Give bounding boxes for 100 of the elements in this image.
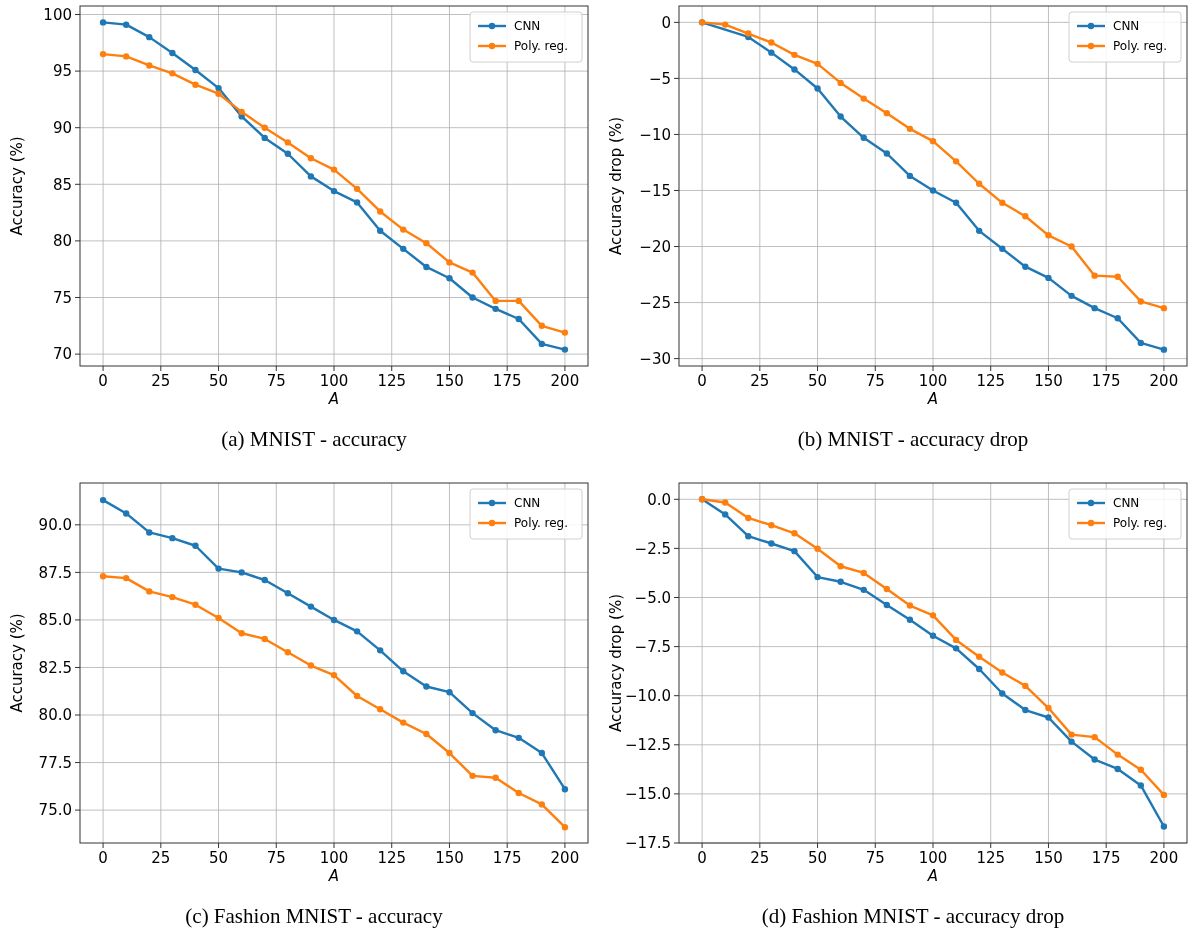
x-tick-label: 200: [550, 849, 580, 867]
x-tick-label: 0: [697, 849, 707, 867]
point: [99, 572, 107, 580]
point: [515, 734, 522, 742]
x-tick-label: 150: [435, 372, 464, 390]
point: [376, 227, 384, 234]
point: [1091, 733, 1098, 741]
point: [791, 530, 798, 537]
y-tick-label: 95: [52, 62, 72, 81]
point: [561, 329, 569, 336]
x-tick-label: 50: [808, 849, 828, 867]
point: [561, 785, 569, 793]
point: [768, 540, 775, 547]
point: [492, 727, 499, 734]
point: [860, 95, 867, 102]
point: [791, 547, 798, 555]
y-tick-label: −7.5: [634, 637, 671, 656]
point: [561, 346, 569, 353]
x-tick-label: 0: [697, 372, 707, 390]
y-tick-label: 0: [661, 13, 671, 32]
y-tick-label: −30: [639, 349, 671, 368]
point: [975, 665, 983, 673]
point: [1045, 704, 1052, 712]
x-tick-label: 150: [1034, 372, 1063, 390]
point: [975, 180, 983, 187]
point: [238, 630, 245, 637]
point: [284, 150, 292, 157]
y-tick-label: 100: [43, 5, 72, 24]
x-tick-label: 125: [377, 372, 407, 390]
point: [215, 84, 222, 92]
point: [1045, 232, 1052, 239]
point: [446, 749, 453, 757]
point: [1068, 243, 1075, 250]
point: [146, 588, 153, 595]
legend-label: CNN: [1113, 496, 1140, 511]
point: [1091, 756, 1098, 763]
y-tick-label: −25: [639, 293, 671, 312]
point: [423, 683, 430, 690]
text: (a) MNIST - accuracy: [221, 427, 408, 451]
point: [99, 50, 107, 58]
point: [906, 172, 914, 180]
x-tick-label: 150: [435, 849, 464, 867]
y-tick-label: 75: [52, 288, 72, 307]
point: [400, 719, 407, 726]
x-tick-label: 175: [1091, 849, 1121, 867]
point: [1114, 315, 1121, 322]
y-tick-label: 80: [52, 232, 72, 251]
y-tick-label: 90.0: [38, 516, 72, 535]
x-tick-label: 50: [808, 372, 828, 390]
point: [768, 522, 775, 529]
point: [122, 574, 130, 582]
point: [99, 19, 107, 26]
point: [1114, 751, 1121, 758]
point: [122, 21, 130, 28]
point: [837, 113, 844, 120]
y-axis-title: Accuracy (%): [8, 136, 26, 236]
point: [469, 294, 476, 301]
point: [1160, 304, 1168, 312]
point: [284, 139, 292, 146]
point: [330, 671, 338, 679]
x-tick-label: 200: [1149, 849, 1179, 867]
y-tick-label: 77.5: [38, 753, 72, 772]
point: [261, 635, 268, 643]
point: [1022, 706, 1029, 714]
y-axis-title: Accuracy (%): [8, 613, 26, 713]
point: [837, 563, 844, 570]
point: [146, 529, 153, 536]
point: [1022, 682, 1029, 690]
x-tick-label: 0: [98, 372, 108, 390]
y-tick-label: −10: [639, 125, 671, 144]
point: [515, 789, 522, 797]
point: [929, 632, 937, 639]
x-tick-label: 125: [976, 849, 1006, 867]
point: [192, 542, 199, 549]
legend-label: Poly. reg.: [1113, 516, 1167, 531]
legend-label: CNN: [514, 19, 541, 34]
point: [837, 578, 844, 585]
point: [721, 499, 729, 506]
point: [400, 668, 407, 675]
point: [814, 60, 821, 68]
y-tick-label: −15: [639, 181, 671, 200]
x-tick-label: 100: [319, 372, 349, 390]
x-tick-label: 25: [750, 372, 770, 390]
y-tick-label: 90: [52, 118, 72, 137]
x-axis-title: A: [327, 390, 340, 408]
x-axis-title: A: [327, 867, 340, 885]
point: [999, 245, 1006, 252]
point: [952, 636, 960, 644]
x-tick-label: 75: [266, 372, 286, 390]
point: [1022, 263, 1029, 270]
point: [1137, 339, 1145, 347]
point: [1091, 272, 1098, 279]
point: [330, 187, 338, 195]
point: [538, 322, 546, 330]
point: [192, 66, 199, 74]
point: [721, 21, 729, 28]
x-tick-label: 125: [377, 849, 407, 867]
point: [814, 545, 821, 552]
point: [330, 616, 338, 624]
legend-label: Poly. reg.: [514, 516, 568, 531]
